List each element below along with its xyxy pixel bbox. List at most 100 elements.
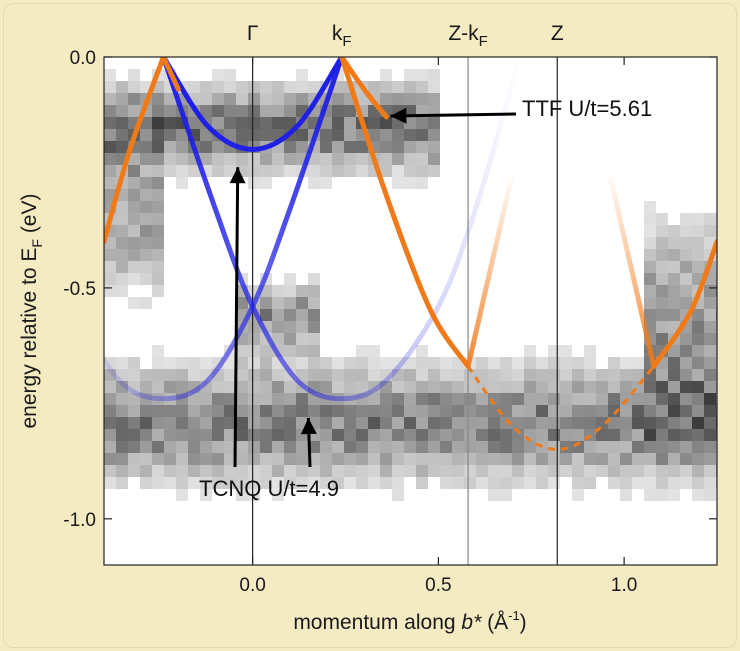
- intensity-pixel: [296, 369, 308, 381]
- intensity-pixel: [332, 465, 344, 477]
- intensity-pixel: [392, 93, 404, 105]
- intensity-pixel: [356, 165, 368, 177]
- intensity-pixel: [692, 465, 704, 477]
- intensity-pixel: [680, 393, 692, 405]
- intensity-pixel: [128, 441, 140, 453]
- intensity-pixel: [668, 369, 680, 381]
- intensity-pixel: [356, 453, 368, 465]
- intensity-pixel: [140, 225, 152, 237]
- intensity-pixel: [656, 297, 668, 309]
- intensity-pixel: [656, 393, 668, 405]
- intensity-pixel: [620, 357, 632, 369]
- intensity-pixel: [368, 357, 380, 369]
- intensity-pixel: [380, 117, 392, 129]
- intensity-pixel: [548, 357, 560, 369]
- intensity-pixel: [320, 357, 332, 369]
- intensity-pixel: [656, 441, 668, 453]
- intensity-pixel: [440, 381, 452, 393]
- intensity-pixel: [116, 273, 128, 285]
- intensity-pixel: [464, 441, 476, 453]
- intensity-pixel: [356, 417, 368, 429]
- intensity-pixel: [152, 369, 164, 381]
- intensity-pixel: [272, 321, 284, 333]
- intensity-pixel: [284, 441, 296, 453]
- intensity-pixel: [644, 237, 656, 249]
- intensity-pixel: [584, 441, 596, 453]
- intensity-pixel: [128, 369, 140, 381]
- intensity-pixel: [704, 345, 716, 357]
- intensity-pixel: [104, 165, 116, 177]
- intensity-pixel: [128, 429, 140, 441]
- intensity-pixel: [176, 177, 188, 189]
- intensity-pixel: [152, 381, 164, 393]
- intensity-pixel: [128, 189, 140, 201]
- intensity-pixel: [716, 405, 717, 417]
- intensity-pixel: [524, 453, 536, 465]
- intensity-pixel: [380, 405, 392, 417]
- ttf-band-curve: [339, 57, 471, 369]
- intensity-pixel: [188, 417, 200, 429]
- intensity-pixel: [572, 405, 584, 417]
- intensity-pixel: [584, 465, 596, 477]
- intensity-pixel: [284, 309, 296, 321]
- x-tick-label: 0.0: [239, 575, 265, 596]
- intensity-pixel: [152, 177, 164, 189]
- intensity-pixel: [248, 429, 260, 441]
- intensity-pixel: [140, 165, 152, 177]
- intensity-pixel: [140, 213, 152, 225]
- intensity-pixel: [632, 429, 644, 441]
- intensity-pixel: [680, 225, 692, 237]
- intensity-pixel: [404, 105, 416, 117]
- intensity-pixel: [644, 489, 656, 501]
- intensity-pixel: [296, 453, 308, 465]
- intensity-pixel: [488, 489, 500, 501]
- intensity-pixel: [212, 405, 224, 417]
- intensity-pixel: [572, 417, 584, 429]
- intensity-pixel: [188, 393, 200, 405]
- intensity-pixel: [584, 405, 596, 417]
- intensity-pixel: [692, 261, 704, 273]
- intensity-pixel: [236, 381, 248, 393]
- intensity-pixel: [368, 369, 380, 381]
- intensity-pixel: [248, 417, 260, 429]
- intensity-pixel: [164, 381, 176, 393]
- intensity-pixel: [332, 153, 344, 165]
- intensity-pixel: [200, 93, 212, 105]
- intensity-pixel: [428, 381, 440, 393]
- intensity-pixel: [392, 417, 404, 429]
- intensity-pixel: [344, 405, 356, 417]
- intensity-pixel: [320, 177, 332, 189]
- intensity-pixel: [116, 417, 128, 429]
- intensity-pixel: [620, 429, 632, 441]
- tcnq-band-curve: [104, 57, 345, 402]
- intensity-pixel: [500, 489, 512, 501]
- intensity-pixel: [704, 453, 716, 465]
- intensity-pixel: [260, 405, 272, 417]
- intensity-pixel: [476, 405, 488, 417]
- intensity-pixel: [380, 477, 392, 489]
- intensity-pixel: [656, 261, 668, 273]
- intensity-pixel: [368, 477, 380, 489]
- intensity-pixel: [440, 429, 452, 441]
- intensity-pixel: [356, 441, 368, 453]
- intensity-pixel: [320, 153, 332, 165]
- intensity-pixel: [380, 453, 392, 465]
- intensity-pixel: [464, 477, 476, 489]
- annotations: TTF U/t=5.61 TCNQ U/t=4.9: [199, 96, 652, 501]
- intensity-pixel: [692, 381, 704, 393]
- top-marker-label: kF: [332, 22, 352, 50]
- intensity-pixel: [308, 369, 320, 381]
- intensity-pixel: [152, 465, 164, 477]
- ttf-band-curve: [651, 239, 717, 369]
- arpes-intensity-map: [104, 69, 717, 501]
- intensity-pixel: [176, 405, 188, 417]
- intensity-pixel: [716, 465, 717, 477]
- intensity-pixel: [176, 129, 188, 141]
- intensity-pixel: [512, 453, 524, 465]
- intensity-pixel: [704, 369, 716, 381]
- intensity-pixel: [716, 345, 717, 357]
- intensity-pixel: [356, 141, 368, 153]
- intensity-pixel: [344, 441, 356, 453]
- intensity-pixel: [104, 129, 116, 141]
- intensity-pixel: [272, 489, 284, 501]
